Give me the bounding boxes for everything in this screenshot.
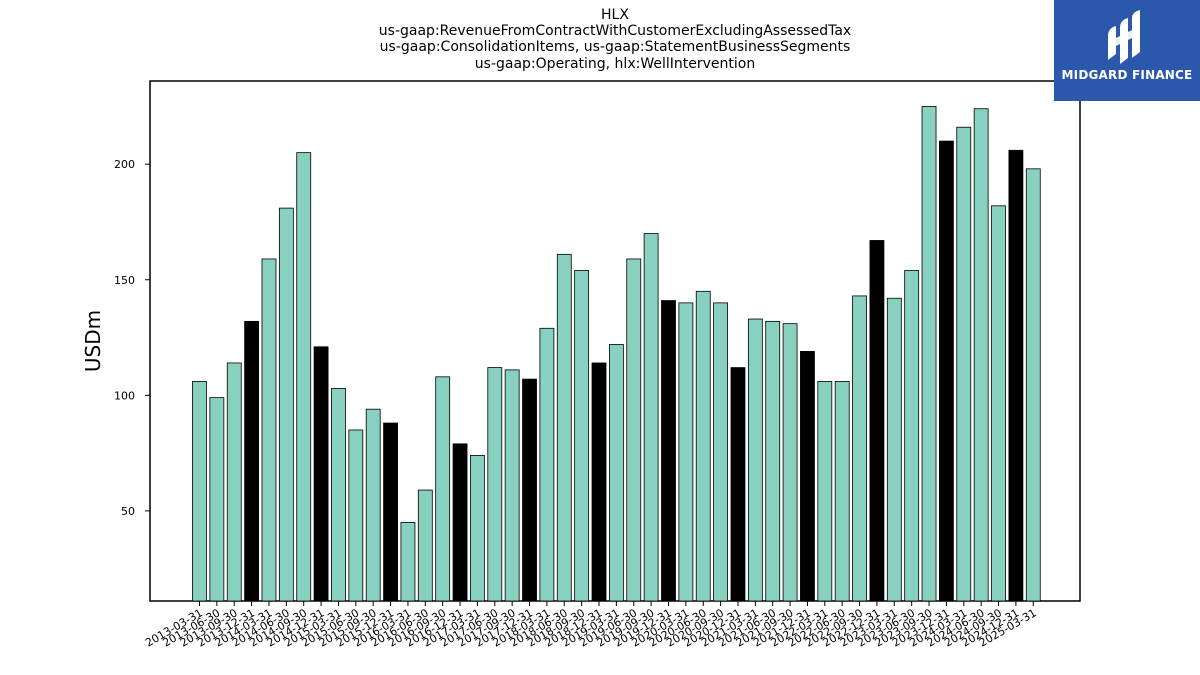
y-tick-label: 150 <box>114 274 135 287</box>
bar-2020-09-30 <box>713 302 728 602</box>
bar-2024-09-30 <box>991 205 1006 602</box>
bar-2018-06-30 <box>556 253 572 602</box>
bar-series <box>192 106 1041 602</box>
bar-2013-03-31 <box>192 381 207 602</box>
y-axis: 50 100 150 200 <box>114 158 150 518</box>
bar-2019-09-30 <box>643 233 659 602</box>
bar-2022-09-30 <box>852 295 867 602</box>
bar-2017-09-30 <box>504 369 520 602</box>
bar-2018-09-30 <box>574 270 590 602</box>
chart-title-line-4: us-gaap:Operating, hlx:WellIntervention <box>474 56 756 72</box>
bar-2019-06-30 <box>626 258 642 602</box>
bar-2020-12-31 <box>730 367 746 602</box>
bar-2014-09-30 <box>296 152 312 602</box>
bar-2015-06-30 <box>348 429 364 602</box>
bar-2024-03-31 <box>956 126 972 602</box>
y-tick-label: 200 <box>114 158 135 171</box>
bar-2013-09-30 <box>226 362 242 602</box>
bar-2014-03-31 <box>261 258 277 602</box>
bar-2014-12-31 <box>313 346 329 602</box>
bar-2015-03-31 <box>331 387 346 602</box>
bar-2013-12-31 <box>244 320 260 602</box>
bar-2017-06-30 <box>487 367 503 602</box>
bar-2019-12-31 <box>661 300 676 602</box>
bar-2017-03-31 <box>470 454 485 602</box>
bar-2019-03-31 <box>608 344 624 602</box>
bar-2023-09-30 <box>921 106 937 602</box>
bar-2013-06-30 <box>209 397 225 602</box>
bar-2024-12-31 <box>1008 149 1024 602</box>
bar-2016-12-31 <box>452 443 468 602</box>
bar-2024-06-30 <box>973 108 989 602</box>
chart-title-line-1: HLX <box>601 7 629 23</box>
bar-2022-12-31 <box>869 240 885 602</box>
bar-2016-06-30 <box>417 489 433 602</box>
bar-2017-12-31 <box>522 378 537 602</box>
bar-2018-12-31 <box>591 362 607 602</box>
chart-title-line-2: us-gaap:RevenueFromContractWithCustomerE… <box>378 23 852 39</box>
chart-title-line-3: us-gaap:ConsolidationItems, us-gaap:Stat… <box>379 39 851 55</box>
bar-2020-06-30 <box>695 290 711 602</box>
bar-2025-03-31 <box>1025 168 1041 602</box>
bar-2021-12-31 <box>800 350 815 602</box>
bar-2023-03-31 <box>886 297 902 602</box>
bar-2021-03-31 <box>747 318 763 602</box>
x-axis: 2013-03-312013-06-302013-09-302013-12-31… <box>143 601 1039 650</box>
logo-mark-icon <box>1108 10 1140 64</box>
bar-2023-06-30 <box>904 270 920 602</box>
bar-2015-09-30 <box>365 408 381 602</box>
bar-2022-03-31 <box>817 381 833 602</box>
bar-2021-06-30 <box>765 320 781 602</box>
logo-text: MIDGARD FINANCE <box>1061 68 1193 82</box>
y-axis-label: USDm <box>81 310 105 372</box>
bar-2023-12-31 <box>939 140 954 602</box>
bar-2020-03-31 <box>678 302 694 602</box>
bar-2018-03-31 <box>539 327 555 602</box>
bar-2015-12-31 <box>383 422 398 602</box>
y-tick-label: 100 <box>114 389 135 402</box>
bar-2016-09-30 <box>435 376 451 602</box>
bar-2014-06-30 <box>278 207 294 602</box>
bar-2022-06-30 <box>834 381 850 602</box>
midgard-finance-logo: MIDGARD FINANCE <box>1054 0 1200 101</box>
bar-2016-03-31 <box>400 522 416 602</box>
bar-2021-09-30 <box>782 323 798 602</box>
y-tick-label: 50 <box>121 505 135 518</box>
